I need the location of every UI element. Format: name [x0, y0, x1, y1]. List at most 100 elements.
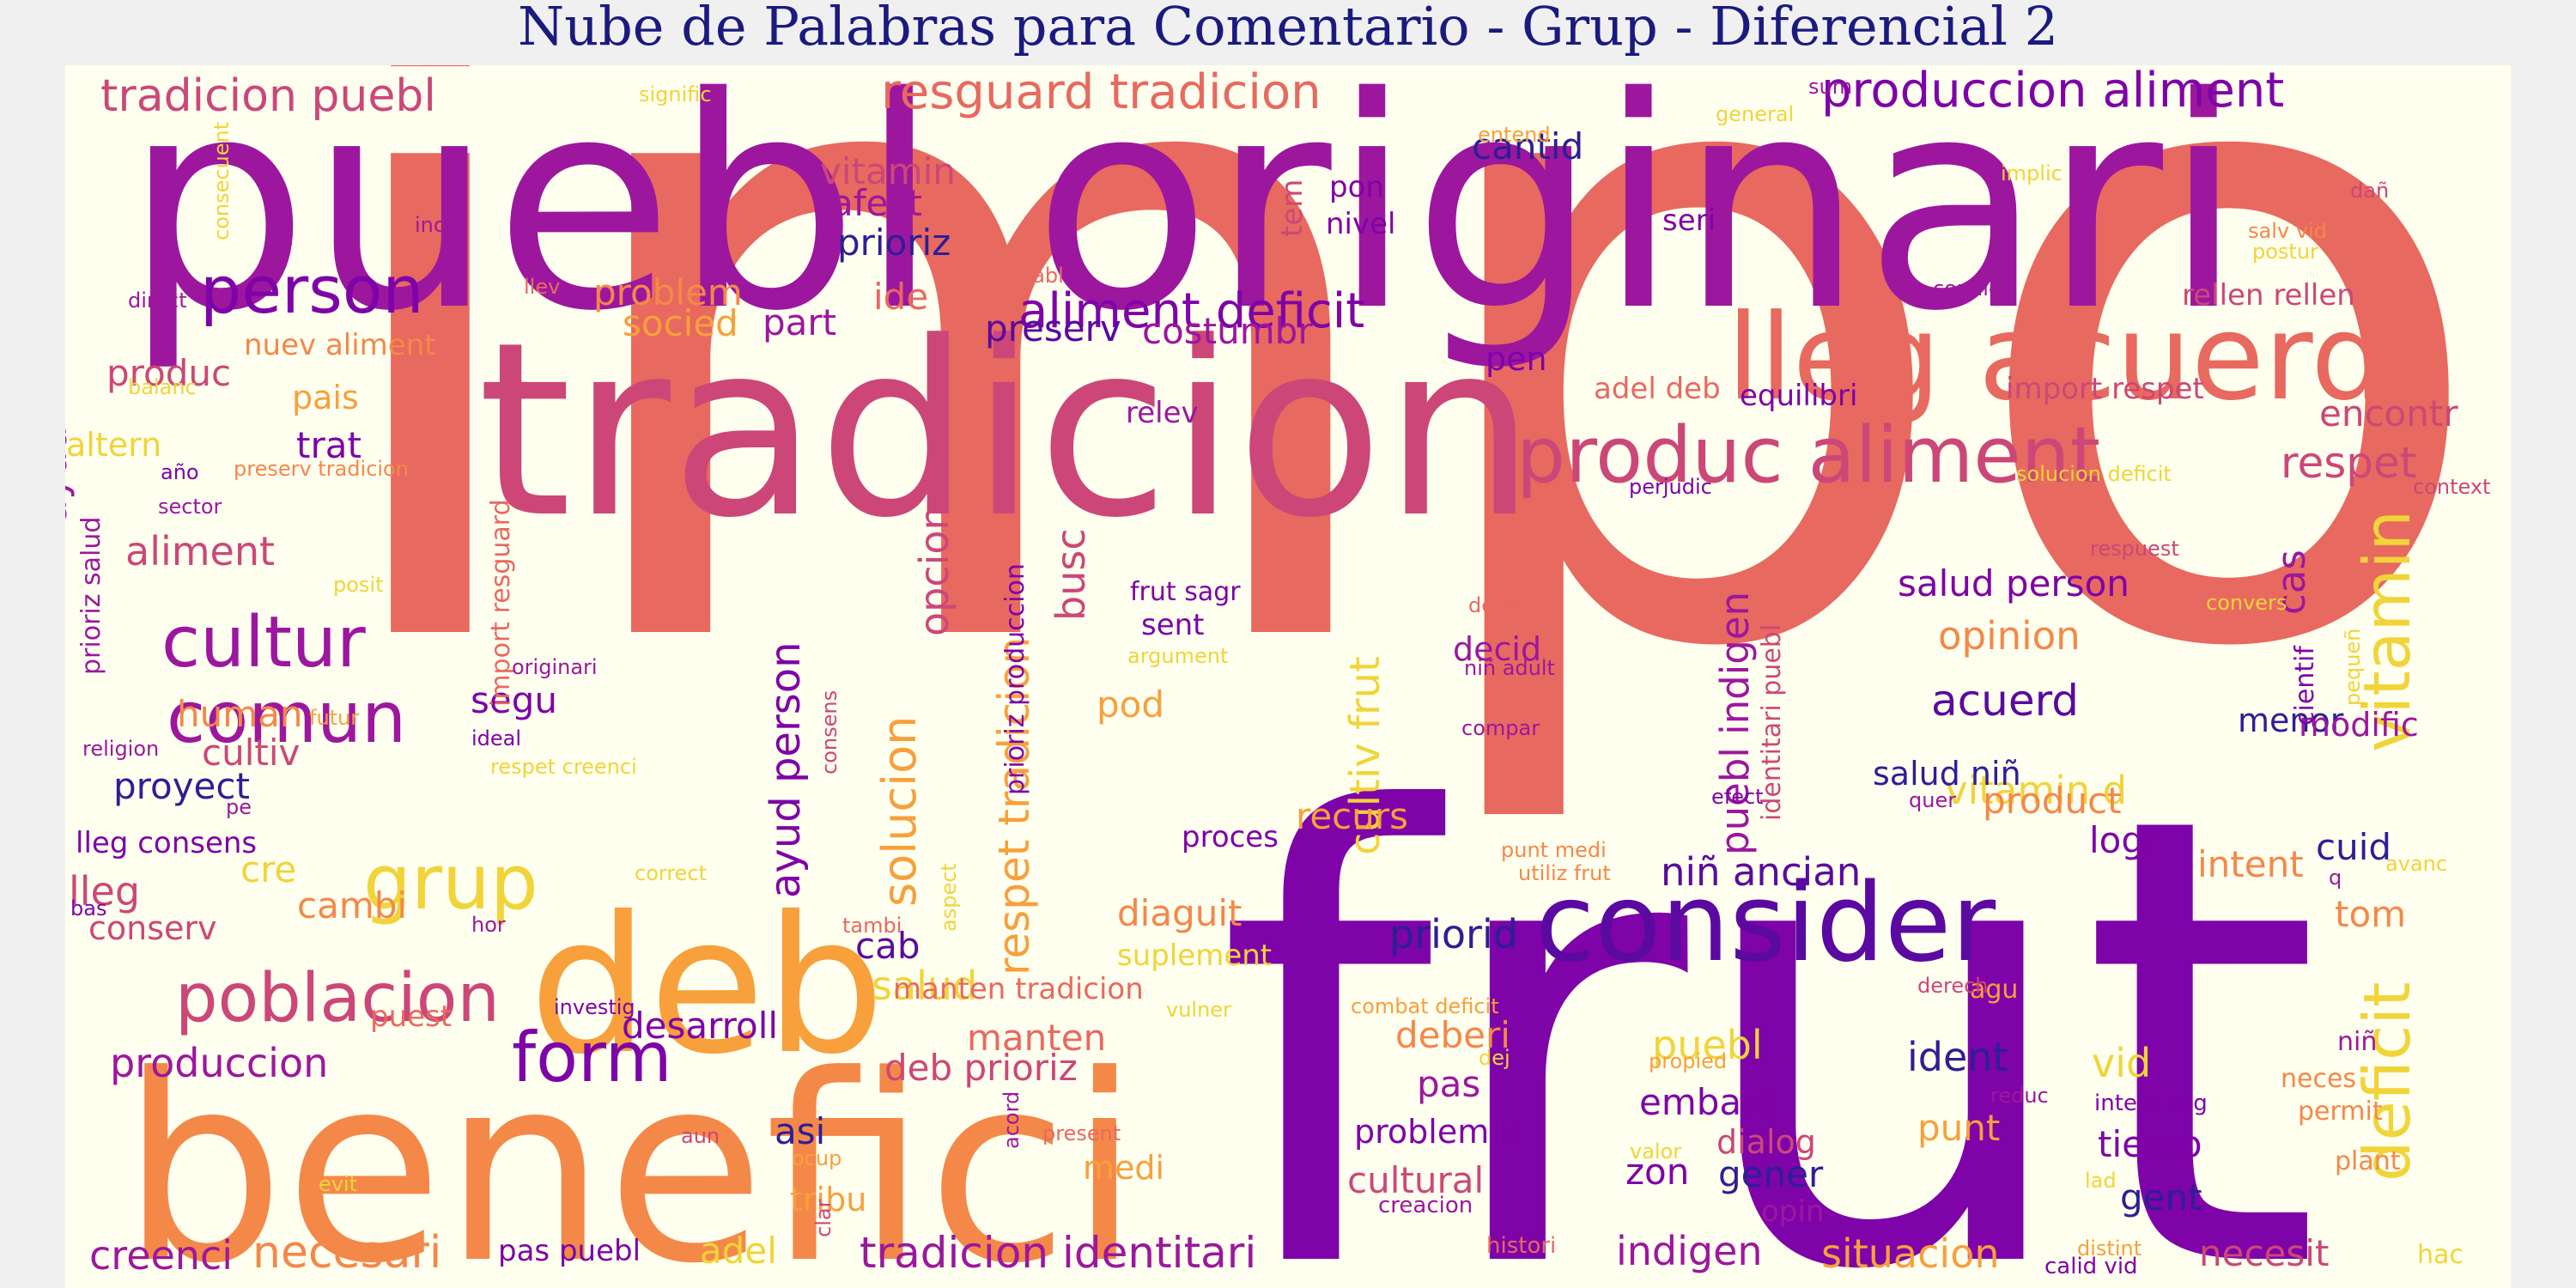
word-pe: pe — [226, 795, 252, 819]
word-tom: tom — [2335, 893, 2406, 935]
word-present: present — [1042, 1121, 1121, 1145]
word-socied: socied — [623, 302, 738, 344]
word-menor: menor — [2238, 702, 2344, 739]
word-ayud-person: ayud person — [762, 642, 810, 899]
word-argument: argument — [1127, 644, 1228, 668]
word-comun: comun — [167, 677, 406, 759]
word-cab: cab — [855, 925, 920, 967]
word-vid: vid — [2092, 1040, 2151, 1086]
word-evit: evit — [319, 1172, 357, 1196]
word-product: product — [1983, 780, 2122, 822]
word-produccion: produccion — [110, 1040, 328, 1086]
word-prioriz-salud: prioriz salud — [76, 517, 106, 675]
word-aun: aun — [681, 1124, 720, 1148]
word-cultiv-frut: cultiv frut — [1341, 656, 1389, 855]
word-tradicion-puebl: tradicion puebl — [100, 70, 436, 122]
word-derech: derech — [1917, 974, 1989, 998]
word-signific: signific — [639, 82, 712, 106]
word-llev: llev — [524, 275, 560, 299]
word-sum: sum — [1808, 75, 1852, 99]
word-cloud-svg: importfrutpuebl originaribeneficitradici… — [65, 65, 2511, 1288]
word-asi: asi — [775, 1110, 825, 1152]
word-puebl: puebl — [1652, 1022, 1763, 1068]
word-tiemp: tiemp — [2098, 1123, 2202, 1165]
chart-title: Nube de Palabras para Comentario - Grup … — [517, 0, 2059, 58]
word-proces: proces — [1182, 820, 1279, 854]
word-histori: histori — [1486, 1233, 1556, 1259]
word-perjudic: perjudic — [1629, 475, 1712, 499]
word-punt: punt — [1917, 1107, 2000, 1149]
word-diaguit: diaguit — [1117, 892, 1242, 934]
word-punt-medi: punt medi — [1501, 838, 1607, 862]
word-produccion-aliment: produccion aliment — [1821, 65, 2284, 118]
word-intent: intent — [2197, 843, 2304, 885]
word-manten-tradicion: manten tradicion — [893, 972, 1144, 1006]
word-implic: implic — [2001, 161, 2063, 185]
word-puebl-indigen: puebl indigen — [1712, 592, 1758, 855]
word-reduc: reduc — [1990, 1084, 2049, 1108]
word-resguard-tradicion: resguard tradicion — [881, 65, 1321, 120]
word-quer: quer — [1909, 788, 1956, 812]
word-pais: pais — [292, 379, 359, 416]
word-tambi: tambi — [842, 914, 902, 938]
word-cientif: cientif — [2290, 645, 2320, 726]
word-poblacion: poblacion — [175, 960, 500, 1037]
word-desarroll: desarroll — [622, 1005, 778, 1047]
word-año: año — [161, 460, 199, 484]
word-niñ: niñ — [2337, 1027, 2377, 1057]
word-problem: problem — [593, 271, 743, 313]
word-niñ-adult: niñ adult — [1464, 656, 1555, 680]
word-import: import — [308, 65, 2511, 839]
word-vitamin: vitamin — [820, 150, 956, 192]
word-prioriz: prioriz — [837, 222, 951, 264]
word-vitamin-d: vitamin d — [1945, 768, 2127, 813]
word-agu: agu — [1970, 975, 2018, 1005]
word-decision: decision — [1468, 593, 1553, 617]
word-salud: salud — [872, 963, 977, 1009]
word-pas: pas — [1417, 1063, 1480, 1105]
word-deb: deb — [529, 876, 885, 1096]
word-respet-creenci: respet creenci — [490, 755, 637, 779]
word-gent: gent — [2120, 1176, 2202, 1218]
word-correct: correct — [635, 861, 707, 885]
word-respet-tradicion: respet tradicion — [989, 637, 1039, 975]
word-futur: futur — [309, 706, 359, 730]
word-sent: sent — [1141, 608, 1205, 642]
word-benefici: benefici — [121, 1020, 1140, 1288]
word-opin: opin — [1761, 1194, 1824, 1229]
word-investig: investig — [554, 995, 635, 1019]
word-entend: entend — [1478, 123, 1551, 147]
word-ident: ident — [1907, 1034, 2008, 1080]
word-consecuent: consecuent — [210, 122, 234, 240]
word-identitari-puebl: identitari puebl — [1757, 624, 1787, 821]
word-prioriz-produccion: prioriz produccion — [1000, 563, 1030, 795]
word-manten: manten — [967, 1017, 1106, 1059]
word-tradicion: tradicion — [477, 291, 1536, 571]
word-tradicion-identitari: tradicion identitari — [860, 1228, 1256, 1278]
word-rellen-rellen: rellen rellen — [2182, 278, 2355, 313]
word-aliment: aliment — [125, 528, 275, 574]
word-medi: medi — [1083, 1149, 1164, 1187]
word-plant: plant — [2335, 1146, 2401, 1176]
word-import-respet: import respet — [2006, 372, 2204, 406]
word-consens: consens — [817, 690, 841, 775]
word-ayud: ayud — [65, 426, 76, 524]
word-general: general — [1716, 102, 1794, 126]
word-deficit: deficit — [2349, 982, 2425, 1182]
word-q: q — [2329, 866, 2342, 890]
word-decid: decid — [1453, 630, 1541, 668]
word-opinion: opinion — [1938, 613, 2081, 659]
word-produc-aliment: produc aliment — [1516, 410, 2100, 501]
word-cre: cre — [240, 848, 296, 890]
word-encontr: encontr — [2319, 392, 2458, 434]
word-combat-deficit: combat deficit — [1351, 994, 1499, 1018]
word-hac: hac — [2417, 1240, 2464, 1270]
word-ocup: ocup — [792, 1146, 841, 1170]
word-deberi: deberi — [1395, 1014, 1510, 1056]
word-problemat: problemat — [1354, 1113, 1522, 1151]
word-pen: pen — [1485, 340, 1547, 378]
word-creenci: creenci — [89, 1232, 233, 1279]
word-frut: frut — [1216, 685, 2322, 1288]
word-indigen: indigen — [1616, 1228, 1763, 1274]
word-habl: habl — [1019, 264, 1064, 288]
